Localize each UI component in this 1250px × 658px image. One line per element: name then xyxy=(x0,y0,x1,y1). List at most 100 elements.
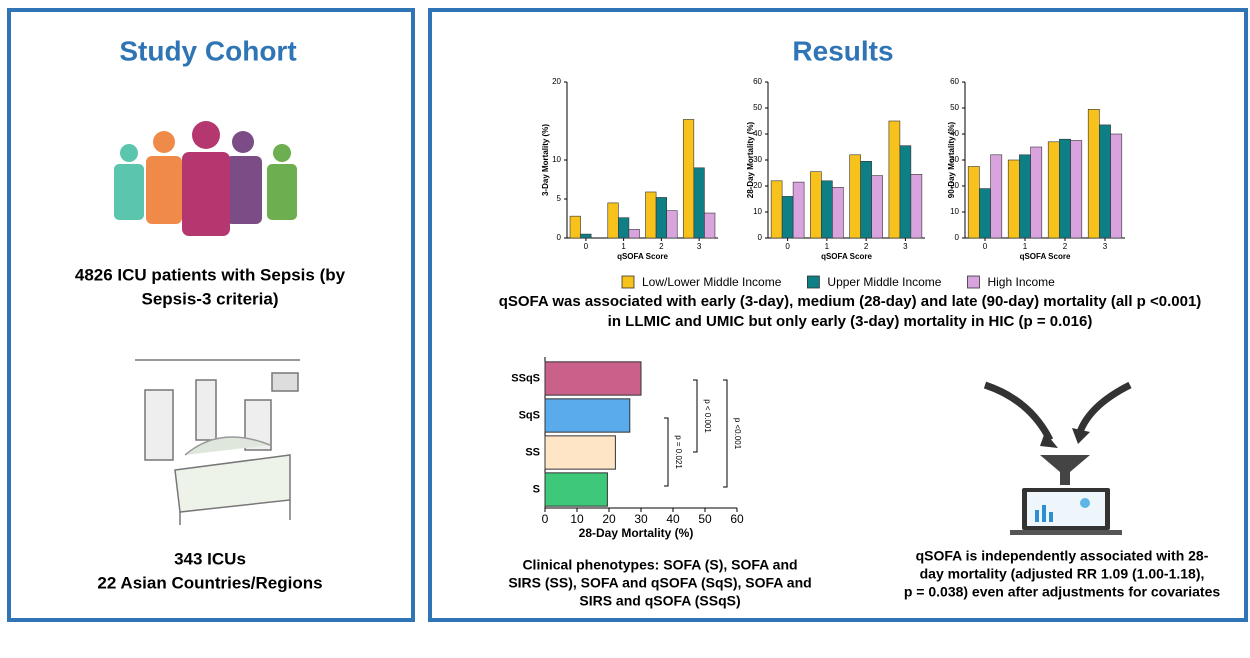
y-tick-label: SqS xyxy=(519,409,540,421)
x-tick-label: 0 xyxy=(785,242,790,251)
x-axis-label: qSOFA Score xyxy=(617,252,668,261)
adjusted-text: p = 0.038) even after adjustments for co… xyxy=(904,584,1221,600)
legend-label: High Income xyxy=(987,275,1055,289)
y-tick-label: S xyxy=(533,483,540,495)
site-text: 22 Asian Countries/Regions xyxy=(97,573,322,592)
y-tick-label: 50 xyxy=(950,103,959,112)
bar xyxy=(581,234,592,238)
y-tick-label: 60 xyxy=(753,77,762,86)
x-tick-label: 30 xyxy=(634,512,648,526)
bar xyxy=(771,181,782,238)
x-tick-label: 20 xyxy=(602,512,616,526)
bar xyxy=(900,146,911,238)
funnel-laptop-illustration xyxy=(985,385,1130,535)
annotation: p < 0.001 xyxy=(703,399,712,433)
cohort-text: Sepsis-3 criteria) xyxy=(141,289,278,308)
y-tick-label: 20 xyxy=(552,77,561,86)
adjusted-text: day mortality (adjusted RR 1.09 (1.00-1.… xyxy=(920,566,1205,582)
people-icon xyxy=(114,121,297,236)
annotation: p <0.001 xyxy=(733,418,742,450)
y-tick-label: SS xyxy=(525,446,540,458)
x-tick-label: 0 xyxy=(983,242,988,251)
graphical-abstract: Study Cohort Results 4826 ICU patients w… xyxy=(0,0,1250,658)
left-panel xyxy=(9,10,413,620)
legend-swatch xyxy=(967,276,979,288)
y-tick-label: 0 xyxy=(557,233,562,242)
cohort-text: 4826 ICU patients with Sepsis (by xyxy=(75,265,346,284)
x-tick-label: 2 xyxy=(659,242,664,251)
phenotype-text: SIRS (SS), SOFA and qSOFA (SqS), SOFA an… xyxy=(508,575,811,591)
bar xyxy=(629,229,640,238)
bar xyxy=(1048,142,1059,238)
x-tick-label: 3 xyxy=(1103,242,1108,251)
bar xyxy=(1019,155,1030,238)
bar xyxy=(545,473,607,506)
bar xyxy=(968,167,979,239)
y-tick-label: 50 xyxy=(753,103,762,112)
x-tick-label: 40 xyxy=(666,512,680,526)
bar xyxy=(911,174,922,238)
bar xyxy=(850,155,861,238)
x-axis-label: qSOFA Score xyxy=(821,252,872,261)
x-tick-label: 2 xyxy=(1063,242,1068,251)
y-tick-label: 0 xyxy=(758,233,763,242)
x-tick-label: 0 xyxy=(584,242,589,251)
legend-swatch xyxy=(622,276,634,288)
bar xyxy=(1088,109,1099,238)
bar xyxy=(861,161,872,238)
y-axis-label: 3-Day Mortality (%) xyxy=(541,124,550,196)
y-axis-label: 90-Day Mortality (%) xyxy=(947,121,956,198)
significance-bracket xyxy=(693,380,697,452)
x-axis-label: 28-Day Mortality (%) xyxy=(579,526,694,540)
x-tick-label: 50 xyxy=(698,512,712,526)
bar xyxy=(694,168,705,238)
bar xyxy=(570,216,581,238)
bar xyxy=(1059,139,1070,238)
bar xyxy=(832,187,843,238)
bar xyxy=(782,196,793,238)
bar xyxy=(979,189,990,238)
significance-bracket xyxy=(723,380,727,487)
bar xyxy=(683,119,694,238)
bar xyxy=(810,172,821,238)
bar xyxy=(545,399,630,432)
bar xyxy=(608,203,619,238)
bar xyxy=(667,211,678,238)
bar xyxy=(545,436,615,469)
panel-title: Results xyxy=(792,35,893,66)
legend-label: Upper Middle Income xyxy=(827,275,941,289)
y-axis-label: 28-Day Mortality (%) xyxy=(746,121,755,198)
bar xyxy=(991,155,1002,238)
bar xyxy=(1008,160,1019,238)
phenotype-text: SIRS and qSOFA (SSqS) xyxy=(579,593,740,609)
bar xyxy=(704,213,715,238)
y-tick-label: 5 xyxy=(557,194,562,203)
site-text: 343 ICUs xyxy=(174,549,246,568)
legend-swatch xyxy=(807,276,819,288)
x-tick-label: 10 xyxy=(570,512,584,526)
bar xyxy=(889,121,900,238)
bar xyxy=(1111,134,1122,238)
legend-label: Low/Lower Middle Income xyxy=(642,275,782,289)
summary-text: in LLMIC and UMIC but only early (3-day)… xyxy=(608,313,1093,330)
bar xyxy=(646,192,657,238)
annotation: p = 0.021 xyxy=(674,435,683,469)
icu-bed-illustration xyxy=(135,360,300,525)
page: Study Cohort Results 4826 ICU patients w… xyxy=(0,0,1250,658)
bar xyxy=(618,218,629,238)
x-tick-label: 3 xyxy=(697,242,702,251)
bar xyxy=(821,181,832,238)
bar xyxy=(793,182,804,238)
bar xyxy=(545,362,641,395)
bar xyxy=(1071,141,1082,239)
x-tick-label: 3 xyxy=(903,242,908,251)
panel-title: Study Cohort xyxy=(119,35,296,66)
y-tick-label: 10 xyxy=(552,155,561,164)
x-tick-label: 60 xyxy=(730,512,744,526)
x-tick-label: 1 xyxy=(825,242,830,251)
summary-text: qSOFA was associated with early (3-day),… xyxy=(499,293,1202,310)
bar xyxy=(656,197,667,238)
x-tick-label: 1 xyxy=(621,242,626,251)
y-tick-label: 10 xyxy=(950,207,959,216)
x-tick-label: 0 xyxy=(542,512,549,526)
